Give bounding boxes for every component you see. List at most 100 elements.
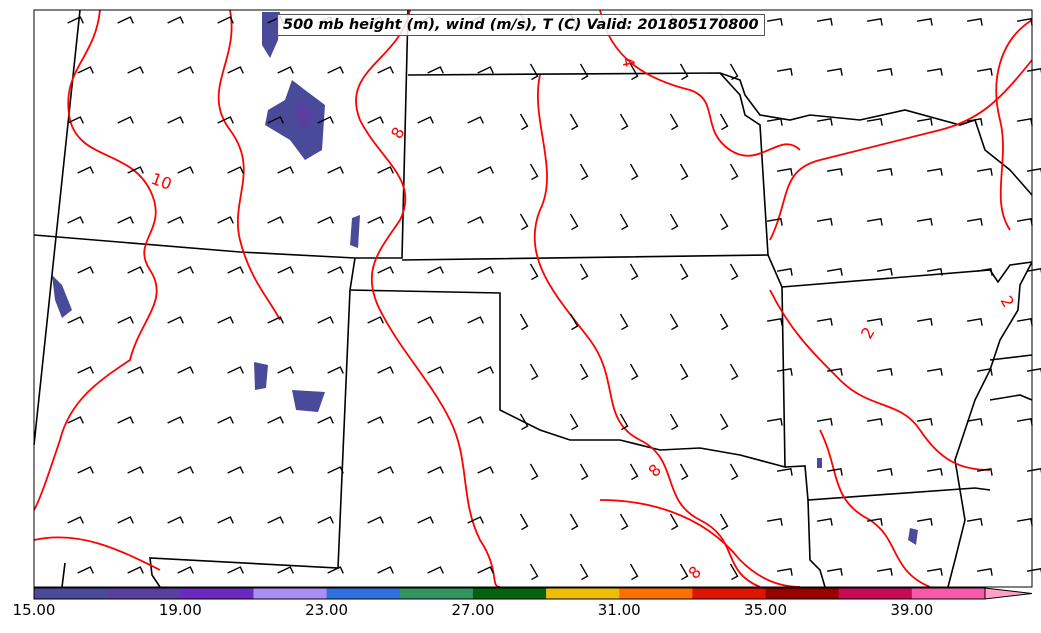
wind-barb [227,166,244,174]
wind-barb [67,16,84,24]
wind-barb [177,466,194,474]
colorbar-segment [399,588,474,599]
wind-barb [167,216,184,224]
wind-barb [826,567,843,576]
colorbar-segment [253,588,328,599]
wind-barb [377,266,394,274]
wind-barb [77,466,94,474]
colorbar-tick-label: 27.00 [451,601,495,619]
colorbar-segment [107,588,181,599]
wind-barb [317,116,334,124]
temperature-contours [33,9,1033,588]
wind-barb [217,516,234,524]
wind-barb [916,517,933,526]
wind-barb [519,413,529,431]
map-frame [33,9,1033,588]
wind-barb [926,567,943,576]
wind-barb [579,563,589,581]
wind-barb [529,263,539,281]
wind-barb [876,167,893,176]
wind-barb [167,516,184,524]
wind-barb [826,267,843,276]
wind-barb [579,363,589,381]
wind-barb [327,566,344,574]
wind-barb [876,467,893,476]
wind-barb [916,317,933,326]
wind-barb [267,416,284,424]
wind-barb [826,367,843,376]
wind-barb [427,166,444,174]
wind-barb [729,363,739,381]
wind-barb [826,467,843,476]
wind-barb [866,17,883,26]
wind-barb [217,216,234,224]
colorbar-segment [692,588,767,599]
wind-barb [367,416,384,424]
wind-barb [966,417,983,426]
wind-barb [916,217,933,226]
wind-barb [1026,468,1041,474]
wind-barb [729,563,739,581]
wind-barb [267,116,284,124]
wind-barb [77,566,94,574]
wind-barb [619,513,629,531]
wind-barb [816,517,833,526]
wind-barb [177,166,194,174]
wind-barb [629,363,639,381]
wind-barb [117,316,134,324]
wind-barb [976,467,993,476]
wind-barb [1026,568,1041,574]
wind-barb [669,313,679,331]
wind-barb [267,216,284,224]
wind-barb [77,166,94,174]
wind-barb [719,213,729,231]
wind-barb [766,117,783,126]
colorbar [33,587,1033,600]
wind-barb [277,66,294,74]
wind-barb [127,466,144,474]
wind-barb [277,466,294,474]
wind-barb [916,17,933,26]
wind-barb [427,466,444,474]
wind-barb [267,316,284,324]
wind-barb [876,67,893,76]
wind-barb [477,466,494,474]
wind-barb [579,163,589,181]
wind-barb [317,216,334,224]
wind-barb [1026,168,1041,174]
wind-barb [519,113,529,131]
wind-barb [669,513,679,531]
wind-barb [117,516,134,524]
wind-barb [729,463,739,481]
wind-barb [569,213,579,231]
colorbar-segment [619,588,693,599]
wind-barb [776,67,793,76]
map-title: 500 mb height (m), wind (m/s), T (C) Val… [277,14,765,36]
wind-barb [467,216,484,224]
wind-barb [926,367,943,376]
colorbar-segment [546,588,620,599]
wind-barb [669,213,679,231]
wind-barb [177,566,194,574]
wind-barb [619,413,629,431]
wind-barb [976,67,993,76]
colorbar-extend-arrow [984,587,1033,600]
wind-barb [277,266,294,274]
wind-barb [1026,368,1041,374]
wind-barb [227,566,244,574]
wind-barb [619,113,629,131]
wind-barb [669,413,679,431]
wind-barb [417,416,434,424]
wind-barb [467,416,484,424]
wind-barb [926,467,943,476]
wind-barb [77,366,94,374]
wind-barb [127,366,144,374]
wind-barb [976,367,993,376]
wind-barb [167,316,184,324]
wind-barb [277,366,294,374]
wind-barb [327,266,344,274]
wind-barb [629,463,639,481]
wind-barb [417,516,434,524]
colorbar-segment [326,588,401,599]
wind-barb [629,63,639,81]
